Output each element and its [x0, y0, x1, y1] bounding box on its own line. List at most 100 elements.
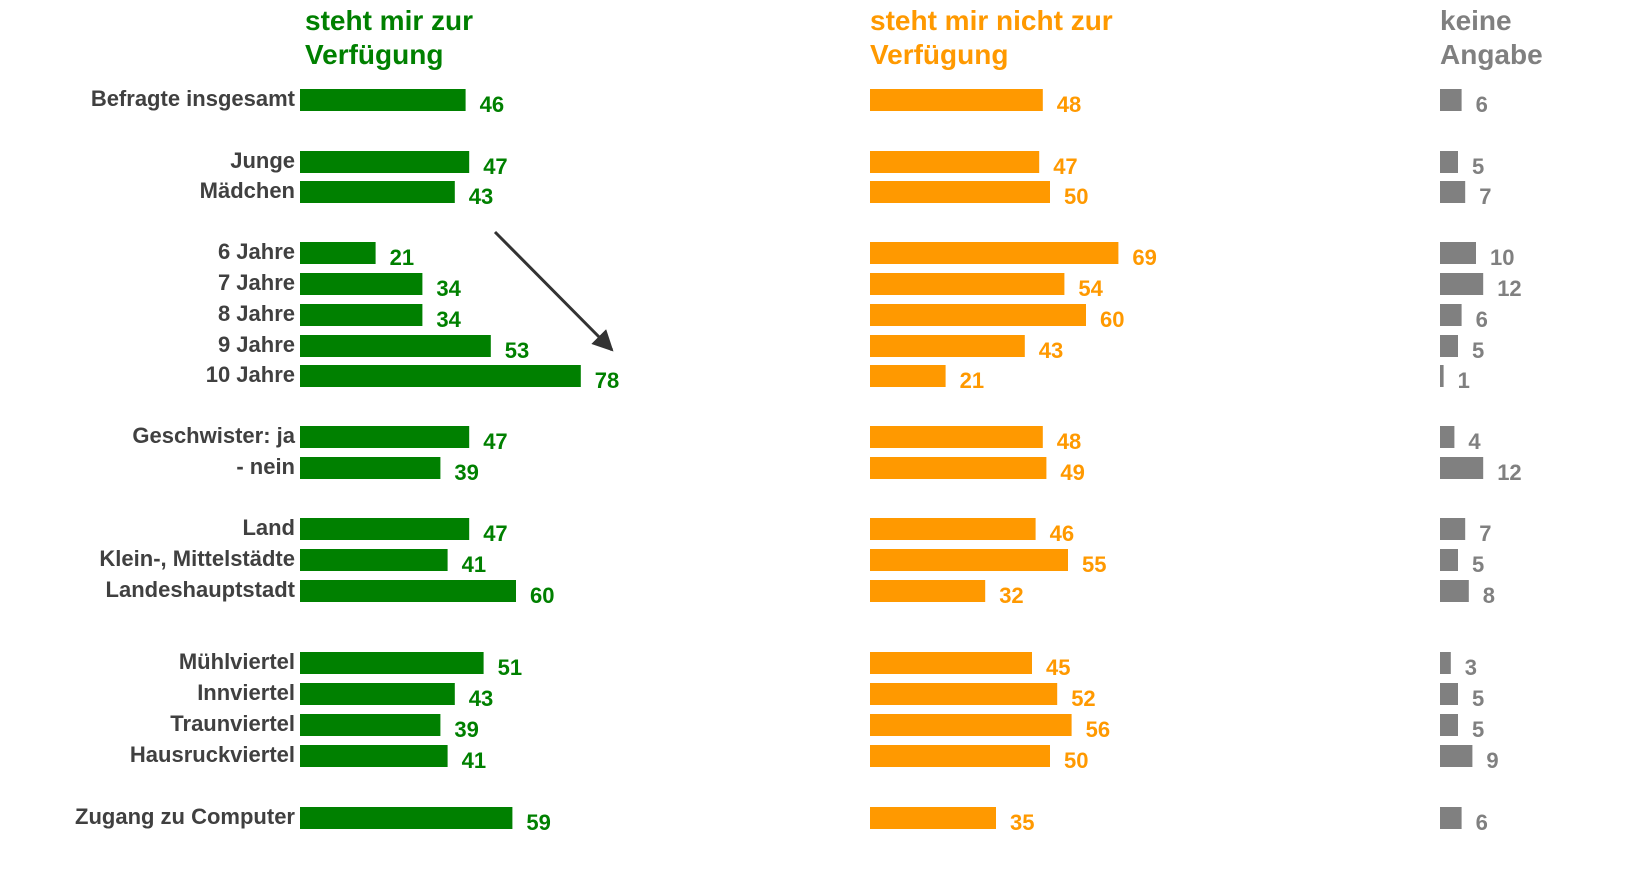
- bar: [300, 549, 448, 571]
- value-label: 43: [1039, 338, 1063, 363]
- value-label: 48: [1057, 92, 1081, 117]
- category-label: Mühlviertel: [179, 649, 295, 674]
- bar: [1440, 580, 1469, 602]
- bar: [870, 714, 1072, 736]
- value-label: 55: [1082, 552, 1106, 577]
- bar: [1440, 335, 1458, 357]
- bar: [870, 426, 1043, 448]
- category-label: 8 Jahre: [218, 301, 295, 326]
- bar: [870, 335, 1025, 357]
- bar: [870, 89, 1043, 111]
- category-label: 10 Jahre: [206, 362, 295, 387]
- bar: [300, 304, 423, 326]
- bar: [1440, 683, 1458, 705]
- bar: [1440, 518, 1466, 540]
- bar: [1440, 304, 1462, 326]
- bar: [1440, 426, 1455, 448]
- value-label: 21: [390, 245, 414, 270]
- value-label: 7: [1479, 521, 1491, 546]
- value-label: 48: [1057, 429, 1081, 454]
- value-label: 34: [436, 307, 461, 332]
- bar: [1440, 745, 1473, 767]
- value-label: 51: [498, 655, 522, 680]
- bar: [870, 151, 1040, 173]
- value-label: 3: [1465, 655, 1477, 680]
- bar: [870, 745, 1050, 767]
- value-label: 7: [1479, 184, 1491, 209]
- bar: [300, 335, 491, 357]
- value-label: 41: [462, 748, 486, 773]
- value-label: 45: [1046, 655, 1070, 680]
- value-label: 52: [1071, 686, 1095, 711]
- category-label: Landeshauptstadt: [106, 577, 296, 602]
- series-header: steht mir zur Verfügung: [305, 5, 474, 70]
- bar: [300, 151, 470, 173]
- bar: [1440, 89, 1462, 111]
- value-label: 12: [1497, 460, 1521, 485]
- value-label: 43: [469, 686, 493, 711]
- category-label: Traunviertel: [170, 711, 295, 736]
- value-label: 5: [1472, 717, 1484, 742]
- value-label: 47: [483, 521, 507, 546]
- bar: [300, 457, 441, 479]
- value-label: 10: [1490, 245, 1514, 270]
- bar: [870, 304, 1086, 326]
- value-label: 56: [1086, 717, 1110, 742]
- value-label: 6: [1476, 92, 1488, 117]
- category-label: Land: [242, 515, 295, 540]
- bar: [300, 807, 513, 829]
- value-label: 54: [1078, 276, 1103, 301]
- category-label: Zugang zu Computer: [75, 804, 295, 829]
- value-label: 60: [530, 583, 554, 608]
- bar: [1440, 457, 1484, 479]
- bar: [870, 580, 986, 602]
- bar: [870, 457, 1047, 479]
- value-label: 46: [480, 92, 504, 117]
- bar: [1440, 151, 1458, 173]
- value-label: 8: [1483, 583, 1495, 608]
- trend-arrow: [493, 230, 614, 352]
- value-label: 60: [1100, 307, 1124, 332]
- bar: [1440, 807, 1462, 829]
- value-label: 50: [1064, 184, 1088, 209]
- value-label: 39: [454, 717, 478, 742]
- value-label: 43: [469, 184, 493, 209]
- value-label: 50: [1064, 748, 1088, 773]
- category-label: Junge: [230, 148, 295, 173]
- category-label: 9 Jahre: [218, 332, 295, 357]
- bar: [870, 652, 1032, 674]
- value-label: 32: [999, 583, 1023, 608]
- value-label: 78: [595, 368, 619, 393]
- category-label: 7 Jahre: [218, 270, 295, 295]
- value-label: 41: [462, 552, 486, 577]
- value-label: 5: [1472, 552, 1484, 577]
- series-header: steht mir nicht zur Verfügung: [870, 5, 1113, 70]
- bar: [1440, 714, 1458, 736]
- bar: [870, 549, 1068, 571]
- value-label: 9: [1486, 748, 1498, 773]
- value-label: 53: [505, 338, 529, 363]
- bar: [300, 745, 448, 767]
- value-label: 34: [436, 276, 461, 301]
- category-label: Innviertel: [197, 680, 295, 705]
- bar: [1440, 181, 1466, 203]
- bar: [300, 365, 581, 387]
- bar: [1440, 652, 1451, 674]
- series-header: keine Angabe: [1440, 5, 1543, 70]
- category-label: Klein-, Mittelstädte: [99, 546, 295, 571]
- bar: [870, 518, 1036, 540]
- bar: [300, 426, 470, 448]
- value-label: 5: [1472, 338, 1484, 363]
- value-label: 6: [1476, 810, 1488, 835]
- value-label: 1: [1458, 368, 1470, 393]
- bar: [1440, 365, 1444, 387]
- value-label: 47: [483, 429, 507, 454]
- value-label: 5: [1472, 154, 1484, 179]
- bar: [1440, 242, 1476, 264]
- category-label: Befragte insgesamt: [91, 86, 296, 111]
- bar: [870, 273, 1065, 295]
- bar: [300, 652, 484, 674]
- category-label: Geschwister: ja: [132, 423, 295, 448]
